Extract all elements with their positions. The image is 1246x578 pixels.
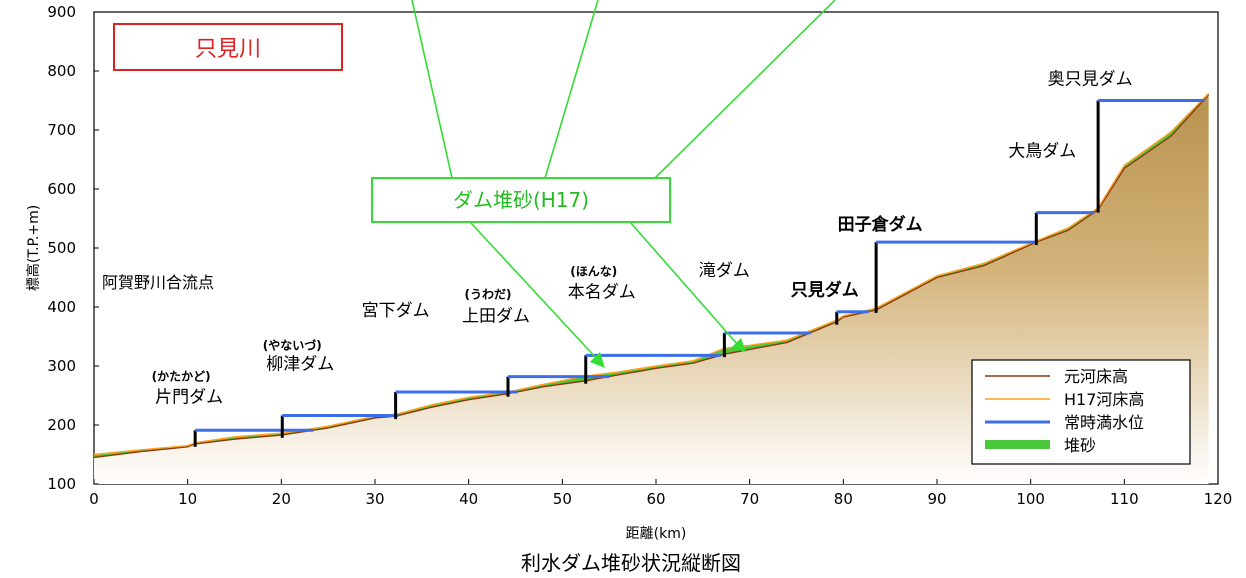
dam-layer: 片門ダム (かたかど) 柳津ダム (やないづ) 宮下ダム 上田ダム (うわだ) 本名ダム (ほん… [152, 70, 1205, 447]
x-tick-label: 50 [553, 490, 572, 508]
callout-box [371, 177, 671, 223]
y-tick-label: 900 [47, 3, 76, 21]
axis-layer: 0 10 20 30 40 50 60 70 80 90 100 110 120 100 200 300 400… [47, 3, 1232, 508]
x-tick-label: 120 [1204, 490, 1233, 508]
dam-name-label: 只見ダム [791, 280, 859, 301]
legend-label-water-level: 常時満水位 [1064, 413, 1144, 432]
x-tick-label: 70 [740, 490, 759, 508]
dam-reading-label: (うわだ) [465, 288, 512, 302]
y-tick-label: 100 [47, 475, 76, 493]
y-tick-label: 400 [47, 298, 76, 316]
legend-label-original-bed: 元河床高 [1064, 367, 1128, 386]
x-axis-title: 距離(km) [626, 525, 687, 542]
chart-caption: 利水ダム堆砂状況縦断図 [521, 551, 741, 575]
dam-name-label: 本名ダム [568, 282, 636, 302]
y-tick-label: 600 [47, 180, 76, 198]
x-tick-label: 110 [1110, 490, 1139, 508]
legend-swatch-sediment [985, 440, 1050, 449]
y-axis-title: 標高(T.P.+m) [25, 205, 42, 291]
callout-leaders [411, 0, 836, 361]
y-tick-label: 700 [47, 121, 76, 139]
river-name-box [113, 23, 343, 71]
x-tick-label: 20 [272, 490, 291, 508]
x-tick-label: 30 [365, 490, 384, 508]
confluence-label: 阿賀野川合流点 [102, 273, 214, 292]
x-tick-label: 0 [89, 490, 99, 508]
dam-name-label: 上田ダム [462, 307, 530, 327]
x-tick-label: 80 [834, 490, 853, 508]
x-tick-label: 100 [1016, 490, 1045, 508]
x-tick-label: 10 [178, 490, 197, 508]
dam-name-label: 田子倉ダム [838, 214, 923, 235]
dam-name-label: 柳津ダム [266, 355, 334, 375]
y-tick-label: 800 [47, 62, 76, 80]
x-tick-label: 40 [459, 490, 478, 508]
riverbed-fill-layer [94, 93, 1209, 485]
legend-label-h17-bed: H17河床高 [1064, 390, 1144, 409]
dam-reading-label: (やないづ) [263, 338, 322, 353]
dam-name-label: 宮下ダム [362, 301, 430, 321]
dam-name-label: 奥只見ダム [1048, 70, 1133, 90]
x-tick-label: 60 [646, 490, 665, 508]
dam-reading-label: (かたかど) [152, 369, 211, 383]
x-tick-label: 90 [927, 490, 946, 508]
callout-arrow-head-2 [731, 338, 746, 352]
y-tick-label: 300 [47, 357, 76, 375]
riverbed-fill [94, 93, 1209, 485]
legend: 元河床高 H17河床高 常時満水位 堆砂 [971, 359, 1191, 465]
river-name: 只見川 [195, 37, 261, 62]
dam-name-label: 大鳥ダム [1008, 142, 1076, 162]
legend-label-sediment: 堆砂 [1064, 436, 1096, 455]
dam-name-label: 片門ダム [155, 387, 223, 407]
y-tick-label: 500 [47, 239, 76, 257]
callout-label: ダム堆砂(H17) [453, 188, 589, 212]
dam-reading-label: (ほんな) [570, 264, 617, 278]
dam-name-label: 滝ダム [699, 261, 750, 281]
callout-arrow-head-1 [590, 352, 605, 368]
y-tick-label: 200 [47, 416, 76, 434]
